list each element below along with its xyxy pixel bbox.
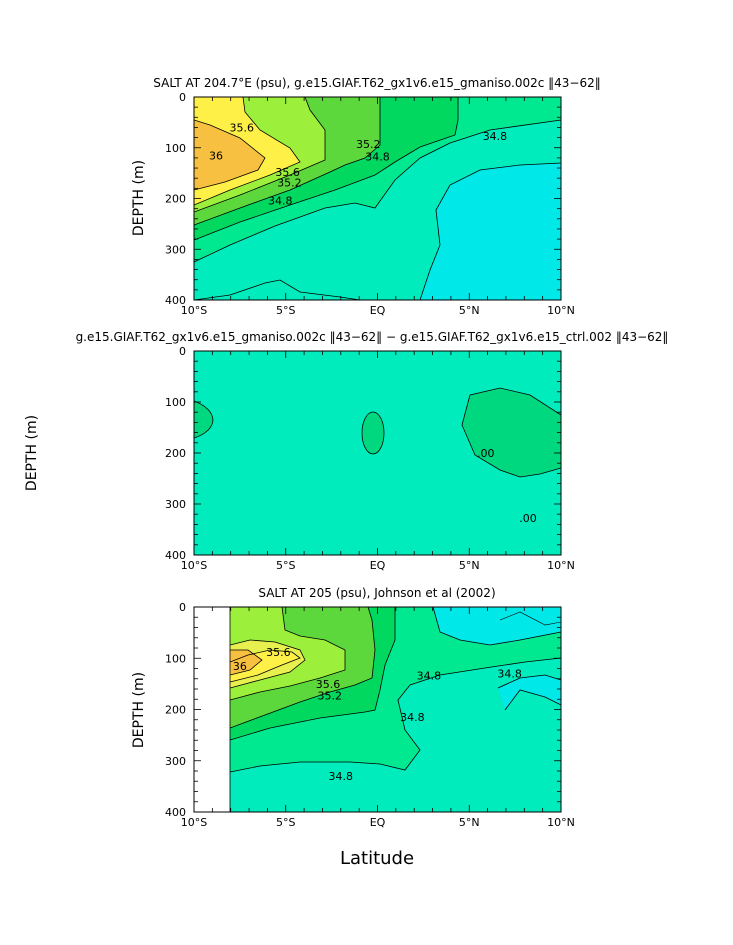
panel-3-ticks: 10°S 5°S EQ 5°N 10°N 0 100 200 300 400 [165, 601, 575, 829]
contour-label: 34.8 [417, 670, 442, 683]
contour-label: 34.8 [268, 195, 293, 208]
y-tick-label: 0 [179, 345, 186, 358]
contour-line [194, 97, 326, 213]
y-tick-label: 0 [179, 601, 186, 614]
panel-1-plot-area [194, 97, 561, 300]
contour-label: .00 [519, 512, 537, 525]
x-tick-label: 10°N [547, 559, 575, 572]
x-tick-label: 10°S [181, 816, 207, 829]
contour-line [230, 649, 301, 683]
x-tick-label: 10°S [181, 304, 207, 317]
y-tick-label: 400 [165, 549, 186, 562]
panel-3-plot-area [230, 607, 561, 812]
panel-3-title: SALT AT 205 (psu), Johnson et al (2002) [258, 586, 495, 600]
x-axis-label: Latitude [340, 848, 414, 869]
y-tick-label: 300 [165, 498, 186, 511]
contour-line [194, 119, 266, 191]
contour-label: 34.8 [400, 711, 425, 724]
y-tick-label: 300 [165, 243, 186, 256]
panel-2-y-label: DEPTH (m) [24, 415, 40, 491]
contour-line [419, 162, 561, 300]
y-tick-label: 100 [165, 652, 186, 665]
y-tick-label: 100 [165, 142, 186, 155]
contour-label: 35.6 [316, 678, 341, 691]
contour-line [497, 674, 561, 711]
contour-line [230, 657, 561, 773]
x-tick-label: 5°N [459, 816, 480, 829]
contour-line [194, 97, 301, 206]
contour-label: .00 [477, 447, 495, 460]
contour-label: 35.2 [356, 138, 381, 151]
panel-2-ticks: 10°S 5°S EQ 5°N 10°N 0 100 200 300 400 [165, 345, 575, 572]
y-tick-label: 400 [165, 294, 186, 307]
fill-36-2 [230, 650, 262, 675]
x-tick-label: 5°N [459, 304, 480, 317]
contour-label: 35.6 [266, 646, 291, 659]
contour-label: 35.6 [275, 166, 300, 179]
y-tick-label: 400 [165, 806, 186, 819]
contour-line [194, 97, 459, 241]
contour-line [194, 279, 361, 300]
y-tick-label: 300 [165, 755, 186, 768]
contour-label: 34.8 [329, 770, 354, 783]
contour-label: 35.2 [277, 176, 302, 189]
panel-2-contour-labels: .00 .00 [477, 447, 537, 525]
x-tick-label: 10°N [547, 304, 575, 317]
x-tick-label: EQ [370, 559, 386, 572]
contour-line [230, 649, 263, 676]
panel-1-y-label: DEPTH (m) [131, 160, 147, 236]
panel-3-y-label: DEPTH (m) [131, 672, 147, 748]
contour-label: 34.8 [365, 150, 390, 163]
x-tick-label: 5°N [459, 559, 480, 572]
panel-2-title: g.e15.GIAF.T62_gx1v6.e15_gmaniso.002c ‖4… [76, 330, 669, 344]
panel-1-title: SALT AT 204.7°E (psu), g.e15.GIAF.T62_gx… [153, 76, 600, 90]
panel-3-observed-salinity: SALT AT 205 (psu), Johnson et al (2002) [131, 586, 575, 869]
contour-line [230, 639, 306, 689]
difference-patch [361, 411, 385, 455]
x-tick-label: EQ [370, 816, 386, 829]
y-tick-label: 200 [165, 193, 186, 206]
x-tick-label: EQ [370, 304, 386, 317]
contour-line [230, 607, 396, 741]
y-tick-label: 0 [179, 91, 186, 104]
contour-line [230, 607, 346, 701]
fill-36-2 [194, 120, 265, 190]
x-tick-label: 5°S [276, 304, 295, 317]
contour-label: 36 [209, 149, 223, 162]
contour-line [432, 607, 561, 646]
panel-1-model-salinity: SALT AT 204.7°E (psu), g.e15.GIAF.T62_gx… [131, 76, 601, 317]
y-tick-label: 200 [165, 447, 186, 460]
contour-label: 34.8 [483, 130, 508, 143]
panel-1-ticks: 10°S 5°S EQ 5°N 10°N 0 100 200 300 400 [165, 91, 575, 317]
x-tick-label: 10°N [547, 816, 575, 829]
difference-patch [461, 387, 561, 478]
panel-2-difference: g.e15.GIAF.T62_gx1v6.e15_gmaniso.002c ‖4… [24, 330, 668, 572]
contour-label: 35.2 [318, 690, 343, 703]
contour-line [499, 611, 561, 626]
fill-34-6 [420, 163, 561, 300]
panel-2-plot-area [194, 351, 561, 555]
contour-label: 36 [233, 660, 247, 673]
contour-label: 35.6 [229, 121, 254, 134]
y-tick-label: 200 [165, 704, 186, 717]
contour-line [194, 119, 561, 263]
x-tick-label: 5°S [276, 816, 295, 829]
y-tick-label: 100 [165, 396, 186, 409]
x-tick-label: 10°S [181, 559, 207, 572]
x-tick-label: 5°S [276, 559, 295, 572]
contour-line [194, 97, 381, 226]
difference-patch [194, 400, 214, 439]
contour-label: 34.8 [497, 668, 522, 681]
contour-line [230, 607, 376, 729]
